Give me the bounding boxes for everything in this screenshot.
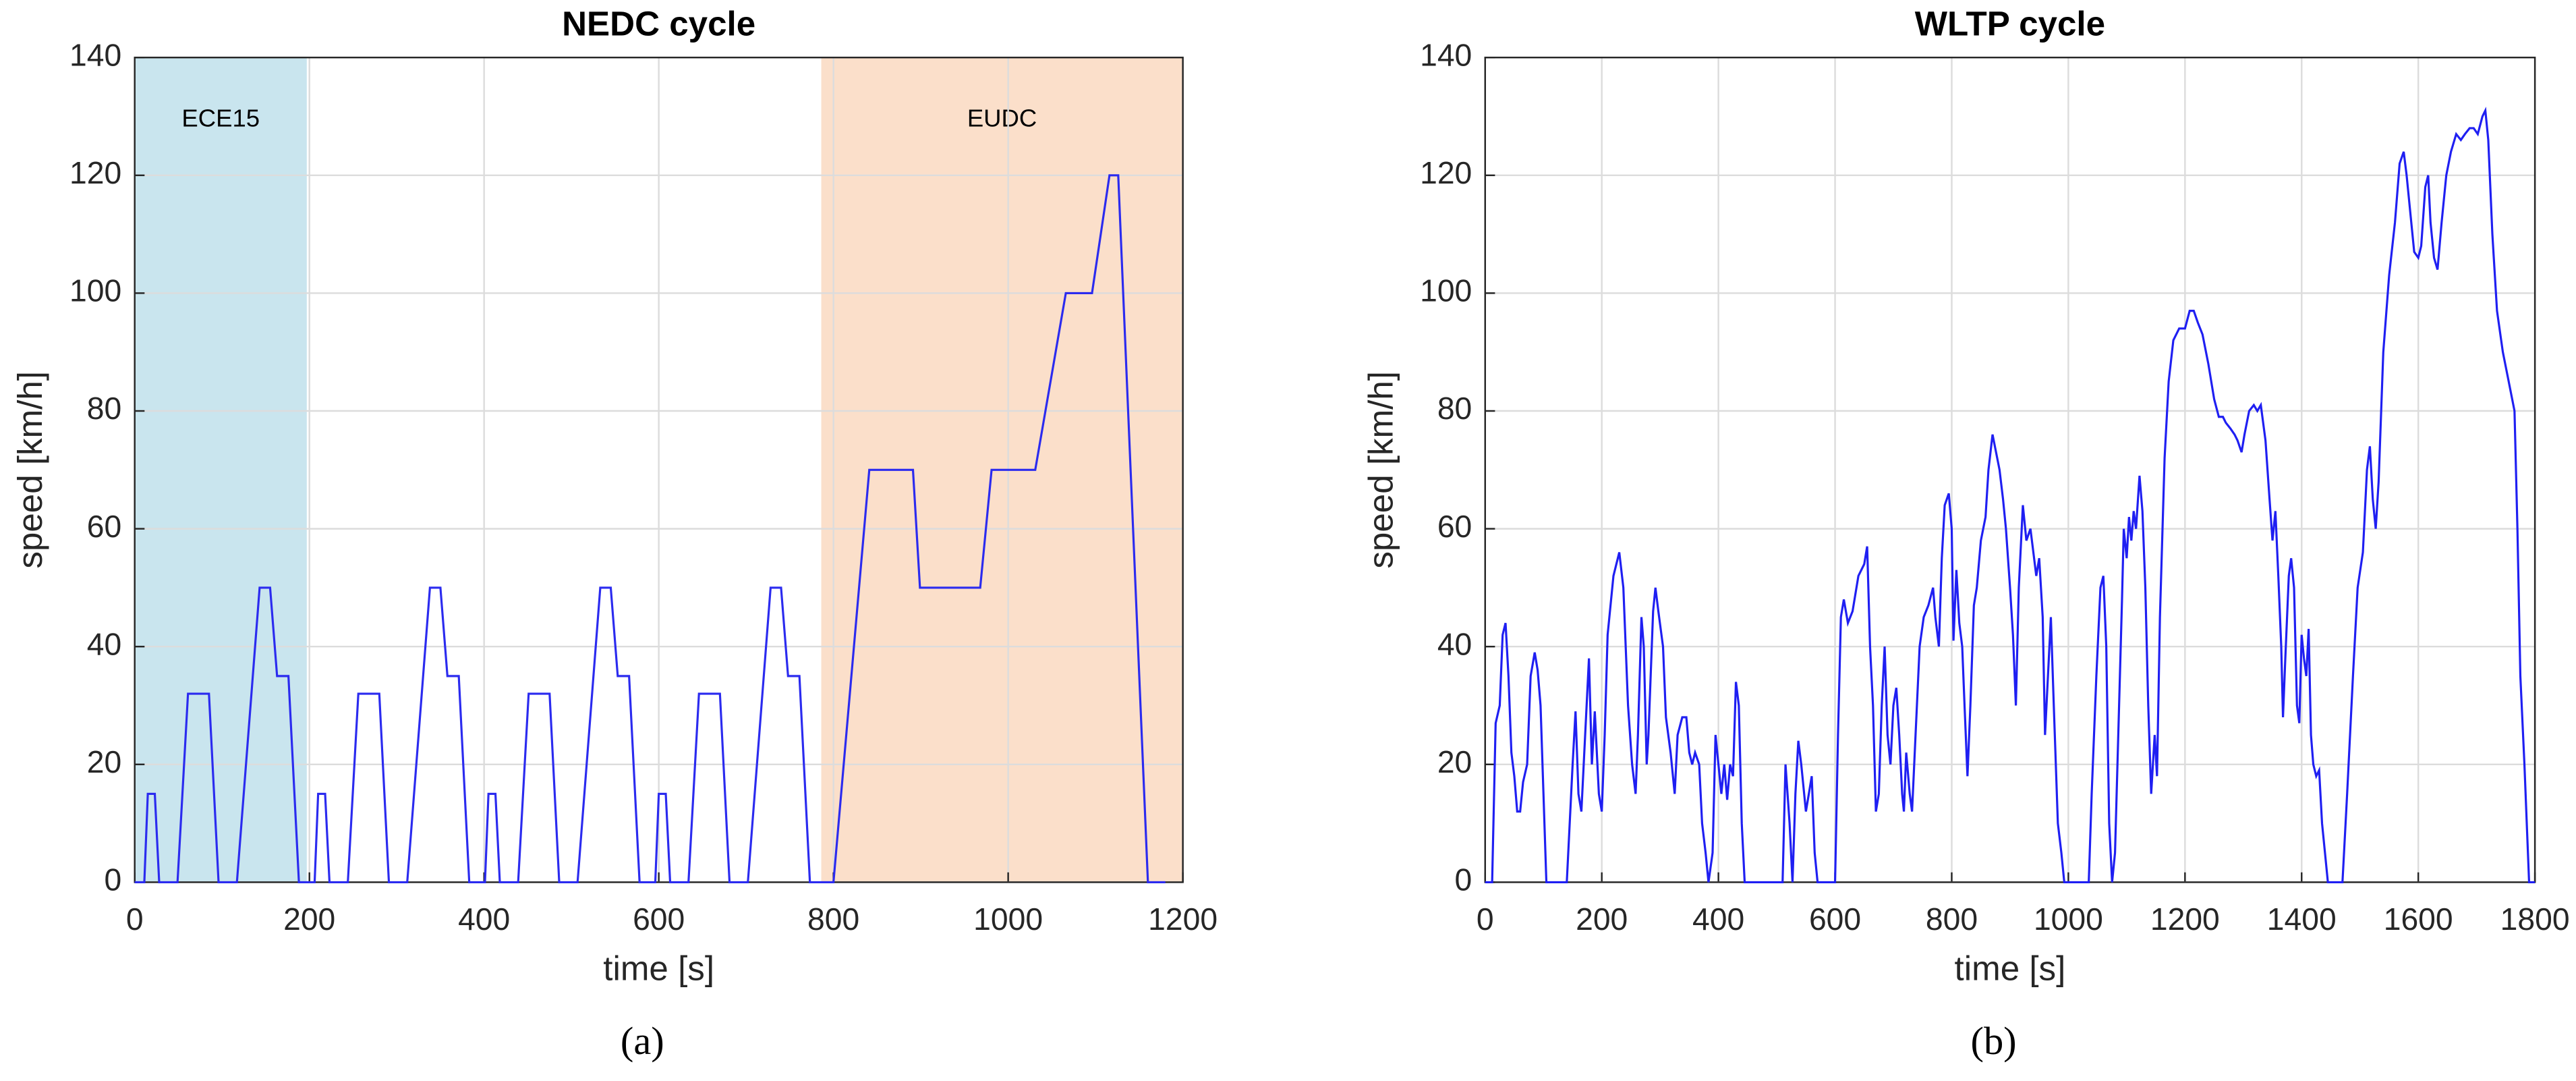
region-label: EUDC [967,104,1037,132]
x-tick-label: 1000 [2034,902,2103,937]
y-tick-label: 60 [87,509,121,544]
y-tick-label: 40 [87,626,121,661]
y-tick-label: 0 [104,862,121,897]
x-tick-label: 800 [1926,902,1978,937]
x-tick-label: 1200 [2150,902,2220,937]
y-tick-label: 80 [1437,391,1472,426]
y-tick-label: 140 [69,37,121,72]
y-tick-label: 40 [1437,626,1472,661]
chart-title: NEDC cycle [562,4,755,43]
axes-box [1484,56,2536,883]
y-axis-label: speed [km/h] [1361,371,1400,569]
y-tick-label: 60 [1437,509,1472,544]
y-tick-label: 120 [1420,155,1472,190]
x-axis-label: time [s] [1955,949,2066,987]
x-tick-label: 1200 [1148,902,1218,937]
y-tick-label: 0 [1455,862,1472,897]
x-tick-label: 1600 [2384,902,2453,937]
y-tick-label: 100 [69,273,121,308]
y-tick-label: 20 [1437,744,1472,779]
x-tick-label: 0 [126,902,144,937]
x-tick-label: 1800 [2500,902,2570,937]
x-tick-label: 1400 [2267,902,2337,937]
x-axis-label: time [s] [603,949,714,987]
axes-box [134,56,1184,883]
y-tick-label: 120 [69,155,121,190]
y-tick-label: 20 [87,744,121,779]
speed-line [134,174,1166,883]
plot-area [1485,57,2536,883]
x-tick-label: 0 [1477,902,1494,937]
y-tick-label: 140 [1420,37,1472,72]
x-tick-label: 800 [807,902,859,937]
y-axis-label: speed [km/h] [11,371,49,569]
region-label: ECE15 [181,104,260,132]
y-tick-label: 100 [1420,273,1472,308]
x-tick-label: 600 [633,902,685,937]
x-tick-label: 600 [1809,902,1861,937]
panel-caption: (b) [1971,1019,2017,1063]
chart-title: WLTP cycle [1915,4,2105,43]
x-tick-label: 200 [283,902,335,937]
x-tick-label: 200 [1576,902,1628,937]
panel-caption: (a) [621,1019,664,1063]
x-tick-label: 1000 [973,902,1043,937]
y-tick-label: 80 [87,391,121,426]
speed-line [1485,107,2536,883]
x-tick-label: 400 [458,902,510,937]
x-tick-label: 400 [1692,902,1744,937]
region [134,57,307,883]
